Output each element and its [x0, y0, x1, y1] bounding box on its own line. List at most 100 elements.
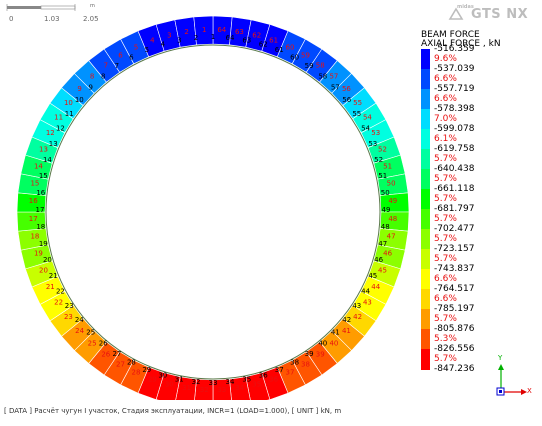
- ring-element-label: 64: [217, 26, 226, 34]
- legend-value-8: -681.797: [434, 204, 475, 214]
- ring-element-label: 23: [64, 313, 73, 321]
- ring-element-label: 19: [34, 250, 43, 258]
- axis-x-label: X: [527, 387, 532, 395]
- legend-percentage-3: 7.0%: [434, 114, 457, 124]
- legend-percentage-8: 5.7%: [434, 214, 457, 224]
- ring-node-label: 50: [381, 189, 390, 197]
- ring-node-label: 38: [290, 359, 299, 367]
- ring-element-label: 44: [371, 283, 380, 291]
- ring-node-label: 12: [56, 124, 65, 132]
- ring-node-label: 60: [290, 53, 299, 61]
- legend-percentage-1: 6.6%: [434, 74, 457, 84]
- ring-element-label: 59: [301, 52, 310, 60]
- ring-node-label: 15: [39, 172, 48, 180]
- ring-element-label: 54: [363, 114, 372, 122]
- ring-element-label: 25: [88, 339, 97, 347]
- legend-value-16: -847.236: [434, 364, 475, 374]
- ring-element-label: 42: [353, 313, 362, 321]
- ring-element-label: 51: [383, 162, 392, 170]
- legend-value-2: -557.719: [434, 84, 475, 94]
- ring-node-label: 1: [211, 33, 215, 41]
- ring-element-label: 55: [353, 99, 362, 107]
- ring-node-label: 24: [75, 316, 84, 324]
- ring-node-label: 30: [158, 372, 167, 380]
- ring-element-label: 3: [167, 31, 171, 39]
- legend-value-5: -619.758: [434, 144, 475, 154]
- ring-element-label: 32: [200, 386, 209, 394]
- ring-element-label: 13: [39, 145, 48, 153]
- ring-node-label: 6: [129, 53, 134, 61]
- legend-value-11: -743.837: [434, 264, 475, 274]
- ring-element-label: 1: [202, 26, 206, 34]
- legend-swatch-4: [421, 129, 430, 150]
- status-data-text: Расчёт чугун I участок, Стадия эксплуата…: [34, 407, 290, 415]
- ring-element-label: 20: [39, 267, 48, 275]
- ring-element-label: 6: [118, 52, 123, 60]
- ring-node-label: 3: [177, 36, 181, 44]
- ring-element-label: 52: [378, 145, 387, 153]
- legend-value-4: -599.078: [434, 124, 475, 134]
- ring-node-label: 53: [368, 140, 377, 148]
- ring-element-label: 26: [101, 351, 110, 359]
- legend-value-10: -723.157: [434, 244, 475, 254]
- legend-value-3: -578.398: [434, 104, 475, 114]
- ring-element-label: 4: [150, 37, 155, 45]
- ring-element-label: 31: [182, 384, 191, 392]
- logo-brand-small: midas: [457, 4, 474, 10]
- ring-node-label: 42: [342, 316, 351, 324]
- ring-element-label: 41: [342, 327, 351, 335]
- ring-element-label: 38: [301, 360, 310, 368]
- ring-node-label: 27: [112, 350, 121, 358]
- legend-percentage-2: 6.6%: [434, 94, 457, 104]
- legend-percentage-14: 5.3%: [434, 334, 457, 344]
- axis-triad: Y X Z: [489, 354, 532, 400]
- ring-node-label: 44: [361, 288, 370, 296]
- ring-node-label: 7: [115, 62, 119, 70]
- ring-node-label: 29: [142, 366, 151, 374]
- legend-swatch-13: [421, 309, 430, 330]
- legend-swatch-11: [421, 269, 430, 290]
- ring-node-label: 22: [56, 288, 65, 296]
- legend-value-12: -764.517: [434, 284, 475, 294]
- legend-swatch-10: [421, 249, 430, 270]
- ring-node-label: 43: [352, 302, 361, 310]
- ring-element-label: 40: [329, 339, 338, 347]
- ring-element-label: 7: [104, 61, 108, 69]
- ring-element-label: 28: [132, 369, 141, 377]
- legend-percentage-12: 6.6%: [434, 294, 457, 304]
- ring-node-label: 32: [192, 378, 201, 386]
- ring-element-label: 2: [184, 28, 188, 36]
- status-data-tag: [ DATA ]: [4, 407, 32, 415]
- ring-node-label: 21: [49, 272, 58, 280]
- scale-unit: m: [90, 3, 95, 9]
- legend-swatch-1: [421, 69, 430, 90]
- ring-element-label: 33: [217, 386, 226, 394]
- ring-element-label: 37: [286, 369, 295, 377]
- ring-node-label: 10: [75, 96, 84, 104]
- ring-node-label: 31: [175, 376, 184, 384]
- ring-element-label: 60: [286, 43, 295, 51]
- ring-element-label: 24: [75, 327, 84, 335]
- legend-swatch-6: [421, 169, 430, 190]
- ring-node-label: 23: [65, 302, 74, 310]
- scale-tick-0: 0: [9, 15, 14, 23]
- ring-node-label: 58: [318, 72, 327, 80]
- ring-node-label: 4: [161, 40, 166, 48]
- ring-node-label: 5: [145, 46, 149, 54]
- status-unit-text: kN, m: [320, 407, 342, 415]
- ring-node-label: 46: [374, 256, 383, 264]
- scale-tick-2: 2.05: [83, 15, 99, 23]
- ring-node-label: 18: [36, 223, 45, 231]
- ring-node-label: 11: [65, 110, 74, 118]
- legend-swatch-12: [421, 289, 430, 310]
- legend-swatch-14: [421, 329, 430, 350]
- ring-element-label: 22: [54, 299, 63, 307]
- ring-node-label: 35: [242, 376, 251, 384]
- legend-title: BEAM FORCE AXIAL FORCE , kN: [421, 31, 501, 49]
- ring-node-label: 51: [378, 172, 387, 180]
- ring-node-label: 28: [127, 359, 136, 367]
- legend-percentage-13: 5.7%: [434, 314, 457, 324]
- ring-element-label: 63: [235, 28, 244, 36]
- legend-swatch-3: [421, 109, 430, 130]
